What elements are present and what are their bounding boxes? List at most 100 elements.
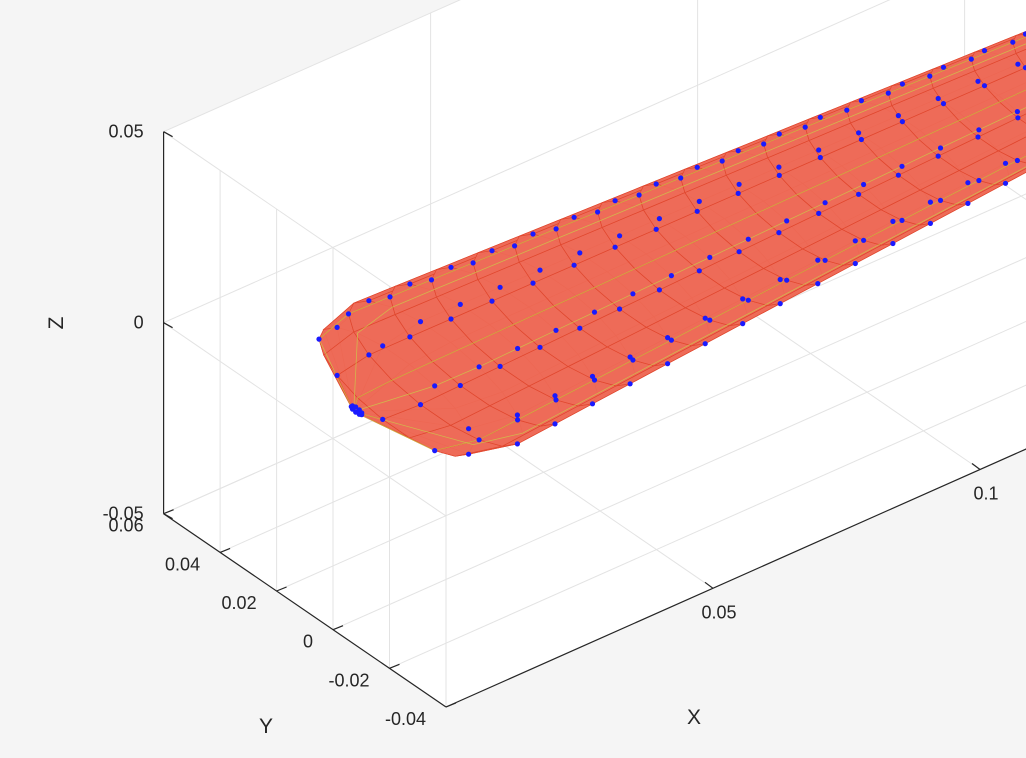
vertex-marker xyxy=(736,148,741,153)
vertex-marker xyxy=(515,346,520,351)
vertex-marker xyxy=(982,83,987,88)
vertex-marker xyxy=(617,306,622,311)
vertex-marker xyxy=(969,57,974,62)
vertex-marker xyxy=(592,310,597,315)
vertex-marker xyxy=(856,192,861,197)
vertex-marker xyxy=(740,321,745,326)
vertex-marker xyxy=(489,248,494,253)
vertex-marker xyxy=(592,377,597,382)
vertex-marker xyxy=(678,175,683,180)
vertex-marker xyxy=(1015,158,1020,163)
vertex-marker xyxy=(432,448,437,453)
vertex-marker xyxy=(654,181,659,186)
vertex-marker xyxy=(776,230,781,235)
vertex-marker xyxy=(432,383,437,388)
vertex-marker xyxy=(818,115,823,120)
vertex-marker xyxy=(896,113,901,118)
vertex-marker xyxy=(477,364,482,369)
vertex-marker xyxy=(665,361,670,366)
vertex-marker xyxy=(844,108,849,113)
z-tick-label: 0.05 xyxy=(109,122,144,142)
vertex-marker xyxy=(530,281,535,286)
vertex-marker xyxy=(387,294,392,299)
vertex-marker xyxy=(815,281,820,286)
vertex-marker xyxy=(695,165,700,170)
vertex-marker xyxy=(695,209,700,214)
vertex-marker xyxy=(784,218,789,223)
vertex-marker xyxy=(928,221,933,226)
vertex-marker xyxy=(572,263,577,268)
y-tick-label: -0.02 xyxy=(328,670,369,690)
vertex-marker xyxy=(489,299,494,304)
vertex-marker xyxy=(654,227,659,232)
vertex-marker xyxy=(316,337,321,342)
vertex-marker xyxy=(784,278,789,283)
vertex-marker xyxy=(552,421,557,426)
vertex-marker xyxy=(590,401,595,406)
vertex-marker xyxy=(530,231,535,236)
vertex-marker xyxy=(777,131,782,136)
vertex-marker xyxy=(346,311,351,316)
vertex-marker xyxy=(899,218,904,223)
vertex-marker xyxy=(815,258,820,263)
z-tick-label: 0 xyxy=(134,313,144,333)
vertex-marker xyxy=(628,381,633,386)
vertex-marker xyxy=(350,407,355,412)
vertex-marker xyxy=(941,65,946,70)
vertex-marker xyxy=(777,173,782,178)
x-tick-label: 0.05 xyxy=(701,602,736,622)
vertex-marker xyxy=(1015,115,1020,120)
z-axis-label: Z xyxy=(45,316,68,329)
vertex-marker xyxy=(498,285,503,290)
vertex-marker xyxy=(613,198,618,203)
vertex-marker xyxy=(366,352,371,357)
x-tick-label: 0.1 xyxy=(973,484,998,504)
vertex-marker xyxy=(418,319,423,324)
vertex-marker xyxy=(595,209,600,214)
vertex-marker xyxy=(703,316,708,321)
vertex-marker xyxy=(746,237,751,242)
vertex-marker xyxy=(1015,109,1020,114)
z-tick-label: -0.05 xyxy=(103,504,144,524)
vertex-marker xyxy=(778,301,783,306)
vertex-marker xyxy=(657,287,662,292)
vertex-marker xyxy=(471,260,476,265)
vertex-marker xyxy=(335,325,340,330)
vertex-marker xyxy=(448,265,453,270)
vertex-marker xyxy=(823,258,828,263)
vertex-marker xyxy=(554,226,559,231)
vertex-marker xyxy=(965,201,970,206)
vertex-marker xyxy=(418,402,423,407)
y-tick-label: 0.02 xyxy=(222,593,257,613)
vertex-marker xyxy=(746,298,751,303)
vertex-marker xyxy=(776,165,781,170)
y-axis-label: Y xyxy=(259,715,273,738)
vertex-marker xyxy=(890,219,895,224)
vertex-marker xyxy=(707,318,712,323)
vertex-marker xyxy=(941,101,946,106)
vertex-marker xyxy=(737,182,742,187)
vertex-marker xyxy=(466,426,471,431)
vertex-marker xyxy=(407,334,412,339)
vertex-marker xyxy=(890,241,895,246)
vertex-marker xyxy=(466,452,471,457)
vertex-marker xyxy=(458,383,463,388)
vertex-marker xyxy=(477,437,482,442)
vertex-marker xyxy=(965,180,970,185)
vertex-marker xyxy=(900,81,905,86)
vertex-marker xyxy=(938,198,943,203)
vertex-marker xyxy=(928,200,933,205)
vertex-marker xyxy=(938,145,943,150)
vertex-marker xyxy=(380,343,385,348)
vertex-marker xyxy=(515,412,520,417)
vertex-marker xyxy=(613,245,618,250)
vertex-marker xyxy=(537,268,542,273)
vertex-marker xyxy=(803,125,808,130)
vertex-marker xyxy=(703,341,708,346)
vertex-marker xyxy=(861,182,866,187)
vertex-marker xyxy=(859,98,864,103)
vertex-marker xyxy=(853,261,858,266)
vertex-marker xyxy=(740,296,745,301)
vertex-marker xyxy=(823,200,828,205)
